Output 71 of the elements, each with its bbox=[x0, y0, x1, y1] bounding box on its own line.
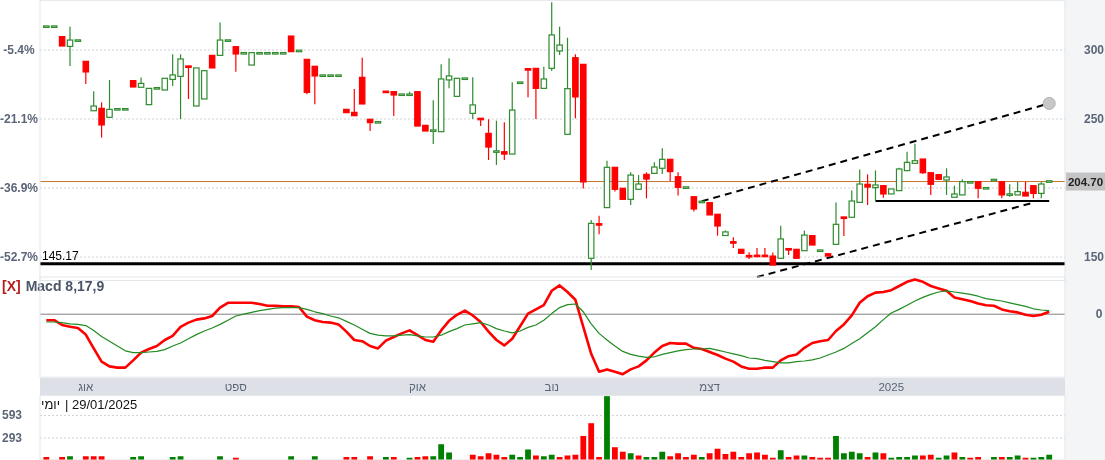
y-tick-label: 150 bbox=[1083, 250, 1105, 265]
candlestick bbox=[66, 26, 74, 67]
y2-tick-label: -36.9% bbox=[0, 180, 39, 195]
bar bbox=[706, 453, 713, 460]
x-tick-label: ספט bbox=[224, 381, 247, 394]
bar bbox=[627, 453, 634, 460]
ref-line-label: 145.17 bbox=[42, 248, 80, 263]
bar bbox=[604, 396, 610, 460]
y2-tick-label: -52.7% bbox=[0, 250, 39, 265]
candlestick bbox=[674, 171, 682, 197]
bar bbox=[880, 453, 887, 460]
candlestick bbox=[643, 171, 650, 199]
candlestick bbox=[943, 167, 950, 196]
bar bbox=[533, 455, 539, 460]
candlestick bbox=[524, 68, 532, 98]
bar bbox=[754, 452, 760, 460]
candlestick bbox=[232, 46, 240, 73]
bar bbox=[1014, 455, 1021, 460]
candlestick bbox=[872, 169, 879, 202]
y2-tick-label: -21.1% bbox=[0, 111, 39, 126]
candlestick bbox=[216, 21, 224, 56]
y2-tick-label: -5.4% bbox=[3, 42, 35, 57]
bar bbox=[611, 447, 618, 460]
bar bbox=[777, 450, 784, 460]
candlestick bbox=[469, 76, 477, 120]
x-tick-label: נוב bbox=[544, 381, 559, 394]
ref-line-label: 204.70 bbox=[1067, 175, 1104, 188]
candlestick bbox=[974, 181, 982, 199]
candlestick bbox=[666, 158, 674, 182]
bar bbox=[746, 453, 753, 460]
candlestick bbox=[864, 173, 871, 206]
bar bbox=[833, 435, 839, 460]
x-tick-label: אוג bbox=[78, 381, 95, 394]
candlestick bbox=[777, 225, 785, 259]
candlestick bbox=[185, 65, 192, 100]
chart-title: Macd 8,17,9 bbox=[25, 278, 105, 294]
candlestick bbox=[501, 121, 508, 161]
bar bbox=[856, 453, 863, 460]
candlestick bbox=[595, 215, 603, 235]
y-tick-label: 293 bbox=[1, 430, 23, 445]
bar bbox=[438, 444, 445, 460]
bar bbox=[919, 455, 926, 460]
candlestick bbox=[82, 60, 90, 85]
candlestick bbox=[840, 216, 848, 237]
bar bbox=[675, 453, 681, 460]
y-tick-label: 593 bbox=[1, 408, 23, 423]
candlestick bbox=[832, 201, 840, 245]
x-tick-label: 2025 bbox=[878, 381, 905, 394]
annotation: יומי bbox=[41, 397, 61, 413]
candlestick bbox=[911, 143, 919, 164]
candlestick bbox=[540, 66, 548, 89]
bar bbox=[580, 435, 587, 460]
bar bbox=[525, 449, 531, 460]
annotation: | 29/01/2025 bbox=[65, 397, 138, 413]
y-tick-label: 250 bbox=[1083, 112, 1105, 127]
ref-line-label: 0 bbox=[1095, 307, 1103, 322]
x-tick-label: דצמ bbox=[699, 381, 721, 394]
candlestick bbox=[801, 230, 808, 252]
bar bbox=[840, 453, 847, 460]
text: [X] bbox=[2, 278, 21, 294]
candlestick bbox=[493, 120, 500, 166]
candlestick bbox=[532, 67, 540, 120]
candlestick bbox=[745, 251, 753, 260]
bar bbox=[912, 455, 918, 460]
x-tick-label: אוק bbox=[408, 381, 427, 394]
candlestick bbox=[485, 118, 492, 161]
candlestick bbox=[90, 90, 97, 112]
candlestick bbox=[98, 101, 105, 139]
bar bbox=[588, 423, 595, 460]
y-tick-label: 300 bbox=[1083, 42, 1105, 57]
bar bbox=[446, 452, 452, 460]
